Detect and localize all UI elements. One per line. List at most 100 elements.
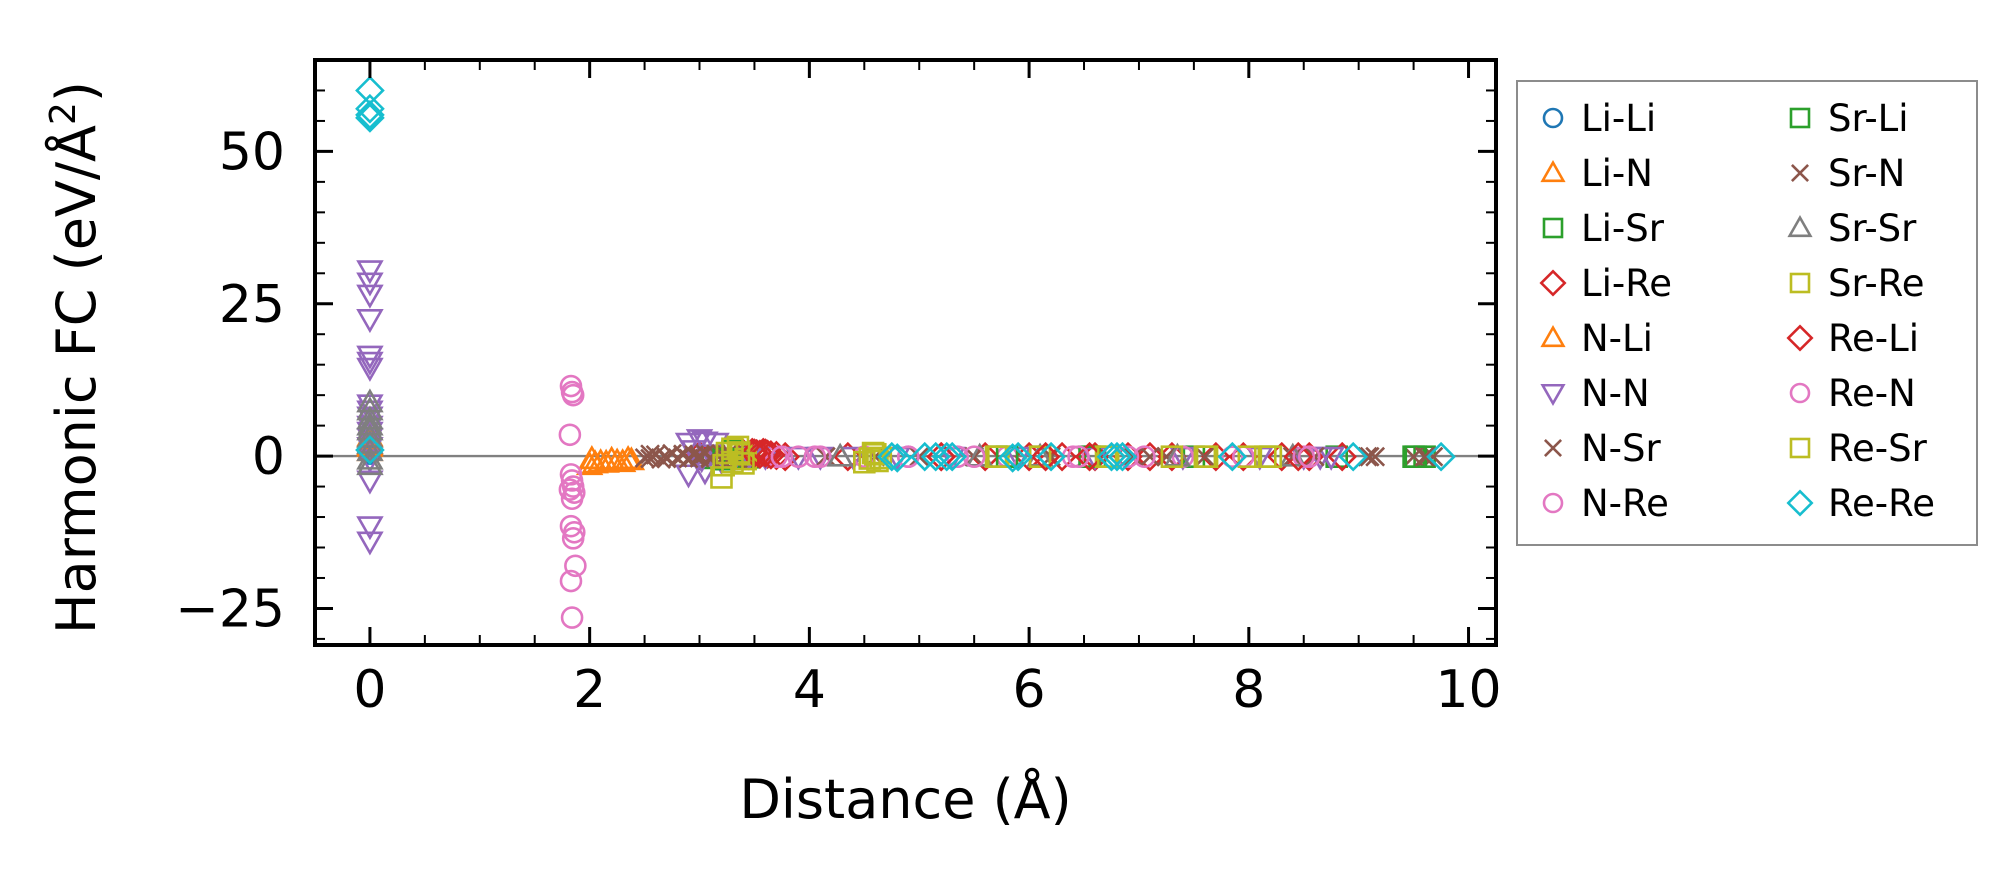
data-point	[876, 441, 907, 472]
legend-entry: Li-Li	[1542, 97, 1656, 140]
legend-label: Sr-Re	[1828, 262, 1925, 305]
data-point	[355, 93, 385, 124]
data-point	[1156, 446, 1177, 467]
legend: Li-Li Li-N Li-Sr Li-Re N-Li N-N N-Sr N-Re Sr-Li S…	[1516, 80, 1978, 546]
data-point	[640, 444, 660, 465]
data-point	[1160, 445, 1184, 469]
data-point	[1327, 441, 1358, 472]
data-point	[770, 445, 794, 469]
data-point	[356, 351, 384, 376]
data-point	[1217, 441, 1248, 472]
data-point	[355, 103, 385, 133]
data-point	[1067, 445, 1090, 469]
x-tick-label: 6	[1013, 660, 1046, 720]
data-point	[1194, 446, 1215, 467]
data-point	[356, 451, 384, 476]
data-point	[356, 357, 384, 382]
legend-marker	[1543, 438, 1563, 458]
legend-marker	[1786, 489, 1814, 517]
data-point	[356, 531, 384, 556]
legend-marker	[1789, 272, 1811, 294]
legend-entry: Li-Re	[1539, 262, 1672, 305]
data-point	[355, 75, 385, 106]
data-point	[356, 394, 384, 419]
data-point	[882, 443, 913, 473]
data-point	[1359, 446, 1380, 467]
data-point	[673, 444, 693, 465]
legend-entry: N-Sr	[1543, 427, 1662, 470]
data-point	[1414, 446, 1435, 467]
data-point	[1107, 441, 1138, 472]
data-point	[356, 345, 384, 370]
data-point	[356, 272, 384, 297]
data-point	[356, 309, 384, 334]
x-tick-label: 10	[1435, 660, 1501, 720]
data-point	[656, 448, 677, 469]
data-point	[560, 487, 584, 511]
legend-label: N-Sr	[1581, 427, 1662, 470]
data-point	[561, 527, 585, 550]
data-point	[1140, 446, 1160, 467]
plot-frame	[313, 58, 1498, 647]
legend-marker	[1542, 107, 1564, 129]
legend-marker	[1787, 215, 1813, 238]
legend-entry: Re-Sr	[1789, 427, 1928, 470]
x-tick-label: 2	[573, 660, 606, 720]
data-point	[608, 448, 637, 473]
data-point	[558, 478, 582, 501]
data-point	[732, 452, 755, 475]
legend-entry: Sr-Re	[1789, 262, 1925, 305]
data-point	[356, 388, 384, 413]
data-point	[1030, 441, 1061, 472]
data-point	[937, 441, 968, 472]
legend-marker	[1786, 324, 1814, 352]
series-n-n	[356, 260, 1345, 556]
data-point	[355, 435, 385, 465]
data-point	[689, 445, 710, 466]
legend-label: Sr-Li	[1828, 97, 1909, 140]
legend-entry: Re-N	[1789, 372, 1916, 415]
data-point	[1102, 441, 1132, 472]
data-point	[356, 260, 384, 285]
y-tick-label: 50	[219, 122, 285, 182]
data-point	[1426, 441, 1456, 472]
legend-label: Sr-N	[1828, 152, 1905, 195]
y-tick-label: −25	[175, 579, 285, 639]
legend-entry: Sr-N	[1790, 152, 1905, 195]
series-re-n	[558, 374, 1321, 629]
legend-marker	[1540, 383, 1566, 406]
data-point	[909, 441, 940, 472]
data-point	[997, 443, 1028, 473]
data-point	[1036, 441, 1066, 472]
data-point	[559, 569, 583, 593]
data-point	[745, 439, 775, 470]
data-point	[1003, 441, 1033, 472]
data-point	[787, 445, 810, 469]
data-point	[356, 470, 384, 495]
data-point	[356, 437, 384, 462]
data-point	[617, 446, 646, 471]
legend-marker	[1789, 107, 1811, 129]
legend-marker	[1790, 163, 1810, 183]
legend-label: N-Li	[1581, 317, 1653, 360]
data-point	[1195, 445, 1219, 469]
legend-label: Li-N	[1581, 152, 1653, 195]
legend-entry: Li-Sr	[1542, 207, 1665, 250]
data-point	[561, 383, 585, 407]
legend-label: Re-Li	[1828, 317, 1919, 360]
data-point	[896, 445, 920, 469]
legend-entry: Sr-Li	[1789, 97, 1909, 140]
data-point	[564, 554, 587, 578]
data-point	[355, 100, 385, 130]
data-point	[651, 449, 671, 470]
data-point	[756, 440, 786, 470]
legend-label: Li-Sr	[1581, 207, 1665, 250]
data-point	[803, 445, 827, 469]
legend-label: N-N	[1581, 372, 1650, 415]
legend-entry: Re-Re	[1786, 482, 1935, 525]
series-re-re	[355, 75, 1456, 473]
y-tick-label: 0	[252, 427, 285, 487]
data-point	[674, 464, 703, 489]
x-tick-label: 4	[793, 660, 826, 720]
